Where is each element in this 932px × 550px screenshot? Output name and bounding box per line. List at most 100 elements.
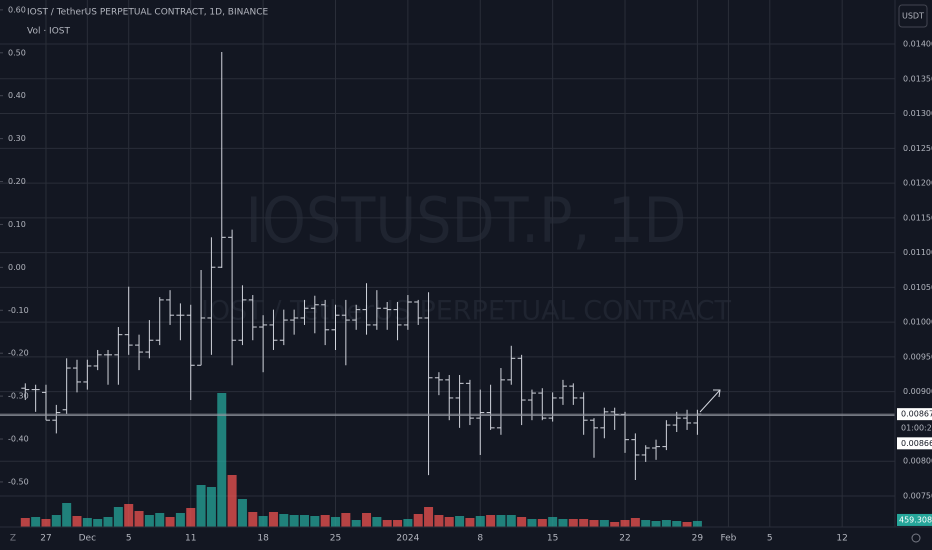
y2-tick-label: 0.20: [8, 177, 26, 186]
volume-bar: [496, 514, 506, 527]
chart-title: IOST / TetherUS PERPETUAL CONTRACT, 1D, …: [27, 8, 269, 18]
volume-bar: [682, 521, 692, 527]
y-tick-label: 0.008000: [903, 457, 932, 466]
y2-tick-label: -0.40: [8, 435, 29, 444]
arrow-head: [713, 389, 721, 398]
volume-bar: [248, 511, 258, 527]
x-tick-label: 27: [40, 534, 51, 544]
y-tick-label: 0.010500: [903, 283, 932, 292]
y2-tick-label: 0.10: [8, 220, 26, 229]
volume-label-box: [897, 513, 932, 526]
volume-bar: [227, 474, 237, 527]
volume-bar: [517, 517, 527, 527]
y-tick-label: 0.009500: [903, 352, 932, 361]
volume-bar: [155, 512, 165, 527]
volume-bar: [630, 518, 640, 527]
volume-bar: [641, 520, 651, 527]
volume-bar: [444, 517, 454, 527]
y-tick-label: 0.011500: [903, 213, 932, 222]
y-tick-label: 0.010000: [903, 318, 932, 327]
volume-bar: [537, 519, 547, 527]
volume-bar: [475, 515, 485, 527]
settings-icon[interactable]: [911, 533, 921, 543]
volume-bar: [527, 519, 537, 527]
volume-bar: [310, 515, 320, 527]
volume-bar: [82, 518, 92, 527]
volume-bar: [299, 514, 309, 527]
y2-tick-label: -0.50: [8, 477, 29, 486]
volume-bar: [486, 514, 496, 527]
x-tick-label: Feb: [720, 534, 736, 544]
y2-tick-label: 0.60: [8, 5, 26, 14]
volume-bar: [268, 511, 278, 527]
volume-bar: [413, 513, 423, 527]
y-tick-label: 0.011000: [903, 248, 932, 257]
timezone-icon[interactable]: Z: [10, 534, 16, 544]
volume-label: 459.308M: [899, 515, 932, 524]
volume-bar: [31, 517, 41, 527]
volume-bar: [103, 517, 113, 527]
y-tick-label: 0.009000: [903, 387, 932, 396]
volume-bar: [548, 517, 558, 527]
x-tick-label: 2024: [396, 534, 419, 544]
y-tick-label: 0.012500: [903, 144, 932, 153]
volume-bar: [692, 520, 702, 527]
volume-bar: [568, 519, 578, 527]
volume-bar: [258, 515, 268, 527]
x-tick-label: 29: [692, 534, 704, 544]
watermark-symbol: IOSTUSDT.P, 1D: [246, 184, 687, 257]
volume-bar: [558, 519, 568, 527]
volume-bar: [351, 520, 361, 527]
x-tick-label: 5: [126, 534, 132, 544]
currency-box[interactable]: [898, 4, 928, 28]
volume-bar: [206, 487, 216, 527]
volume-bar: [465, 518, 475, 527]
x-tick-label: 5: [767, 534, 773, 544]
countdown: 01:00:24: [901, 424, 932, 433]
volume-bar: [113, 507, 123, 527]
volume-bar: [455, 515, 465, 527]
x-tick-label: 12: [836, 534, 847, 544]
price-line-label: 0.008660: [901, 439, 932, 448]
volume-bar: [393, 520, 403, 527]
volume-bar: [651, 521, 661, 527]
y2-tick-label: -0.20: [8, 349, 29, 358]
volume-bar: [320, 514, 330, 527]
arrow-drawing[interactable]: [699, 389, 721, 413]
volume-bar: [362, 512, 372, 527]
volume-bar: [196, 484, 206, 527]
y2-tick-label: 0.00: [8, 263, 26, 272]
volume-bar: [217, 392, 227, 527]
x-tick-label: 8: [477, 534, 483, 544]
x-tick-label: 25: [330, 534, 341, 544]
y-tick-label: 0.013500: [903, 74, 932, 83]
volume-bar: [672, 521, 682, 527]
volume-bar: [134, 511, 144, 527]
y2-tick-label: 0.50: [8, 48, 26, 57]
volume-bar: [372, 517, 382, 527]
volume-bar: [382, 520, 392, 527]
volume-bar: [579, 519, 589, 527]
volume-bar: [41, 519, 51, 527]
volume-bar: [144, 514, 154, 527]
y-tick-label: 0.012000: [903, 179, 932, 188]
y2-tick-label: -0.30: [8, 392, 29, 401]
x-tick-label: 11: [185, 534, 196, 544]
volume-bar: [165, 517, 175, 527]
y2-tick-label: 0.30: [8, 134, 26, 143]
currency[interactable]: USDT: [902, 12, 924, 21]
volume-bar: [610, 521, 620, 527]
volume-bar: [424, 507, 434, 527]
watermark-description: IOST / TetherUS PERPETUAL CONTRACT: [201, 296, 732, 327]
volume-bar: [599, 520, 609, 527]
last-price-label: 0.008677: [901, 410, 932, 419]
indicator-label: Vol · IOST: [27, 27, 70, 37]
volume-bar: [589, 520, 599, 527]
y-tick-label: 0.014000: [903, 40, 932, 49]
price-line-box: [897, 437, 932, 450]
volume-bar: [661, 520, 671, 527]
volume-bar: [341, 512, 351, 527]
x-tick-label: 18: [257, 534, 269, 544]
x-tick-label: 15: [547, 534, 558, 544]
